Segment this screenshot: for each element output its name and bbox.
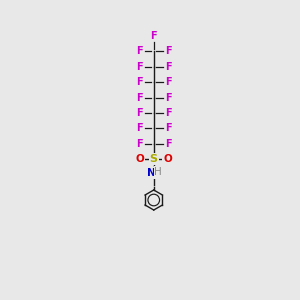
Text: O: O — [136, 154, 144, 164]
Text: S: S — [150, 154, 158, 164]
Text: F: F — [165, 46, 172, 56]
Text: F: F — [165, 62, 172, 72]
Text: F: F — [136, 123, 142, 134]
Text: F: F — [136, 62, 142, 72]
Text: F: F — [165, 77, 172, 87]
Text: F: F — [165, 139, 172, 149]
Text: F: F — [165, 108, 172, 118]
Text: F: F — [165, 93, 172, 103]
Text: F: F — [165, 123, 172, 134]
Text: O: O — [163, 154, 172, 164]
Text: F: F — [136, 108, 142, 118]
Text: F: F — [136, 77, 142, 87]
Text: F: F — [136, 93, 142, 103]
Text: H: H — [154, 167, 162, 177]
Text: F: F — [150, 31, 157, 41]
Text: N: N — [147, 168, 156, 178]
Text: F: F — [136, 139, 142, 149]
Text: F: F — [136, 46, 142, 56]
